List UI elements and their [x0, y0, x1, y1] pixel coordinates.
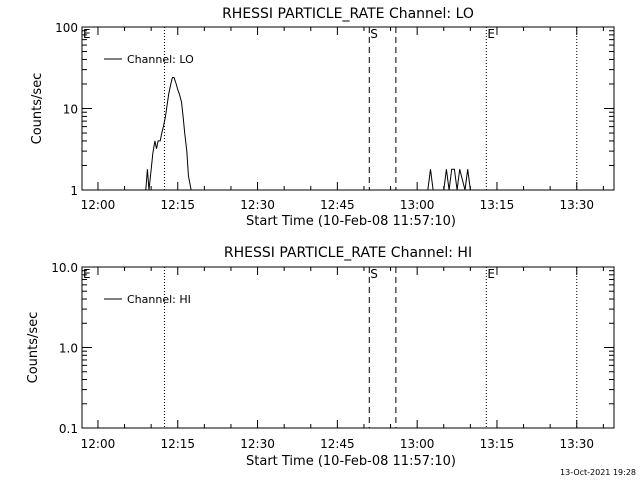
x-tick-label: 12:45 [320, 198, 355, 212]
x-tick-label: 12:15 [160, 198, 195, 212]
x-tick-label: 12:00 [81, 198, 116, 212]
x-tick-label: 13:30 [559, 437, 594, 451]
x-tick-label: 13:00 [400, 198, 435, 212]
chart-panel-2: RHESSI PARTICLE_RATE Channel: HI 12:00 12:… [26, 245, 615, 469]
x-tick-label: 12:45 [320, 437, 355, 451]
series-line [145, 77, 192, 191]
y-axis-label: Counts/sec [30, 73, 45, 145]
corner-label: E [83, 27, 91, 41]
x-tick-label: 12:00 [81, 437, 116, 451]
chart-title: RHESSI PARTICLE_RATE Channel: HI [224, 245, 472, 261]
event-marker-label: S [370, 27, 378, 41]
y-tick-label: 1 [70, 184, 78, 198]
x-tick-label: 13:15 [480, 198, 515, 212]
y-tick-label: 1.0 [59, 342, 78, 356]
legend-label: Channel: HI [127, 293, 191, 306]
y-tick-label: 100 [55, 21, 78, 35]
event-marker-label: S [370, 267, 378, 281]
y-tick-label: 0.1 [59, 422, 78, 436]
x-axis-label: Start Time (10-Feb-08 11:57:10) [246, 454, 456, 469]
footer-timestamp: 13-Oct-2021 19:28 [560, 468, 636, 477]
x-tick-label: 13:15 [480, 437, 515, 451]
chart-panel-1: RHESSI PARTICLE_RATE Channel: LO 12:00 12:… [30, 6, 615, 229]
event-marker-label: E [487, 27, 495, 41]
x-tick-label: 12:30 [240, 437, 275, 451]
x-tick-label: 12:15 [160, 437, 195, 451]
event-marker-label: E [487, 267, 495, 281]
series-line [427, 168, 471, 191]
y-tick-label: 10 [63, 103, 78, 117]
y-tick-label: 10.0 [51, 261, 78, 275]
x-axis-label: Start Time (10-Feb-08 11:57:10) [246, 214, 456, 229]
x-tick-label: 12:30 [240, 198, 275, 212]
x-tick-label: 13:30 [559, 198, 594, 212]
corner-label: E [83, 267, 91, 281]
y-axis-label: Counts/sec [26, 312, 41, 384]
x-tick-label: 13:00 [400, 437, 435, 451]
chart-title: RHESSI PARTICLE_RATE Channel: LO [222, 6, 474, 22]
legend-label: Channel: LO [127, 53, 194, 66]
